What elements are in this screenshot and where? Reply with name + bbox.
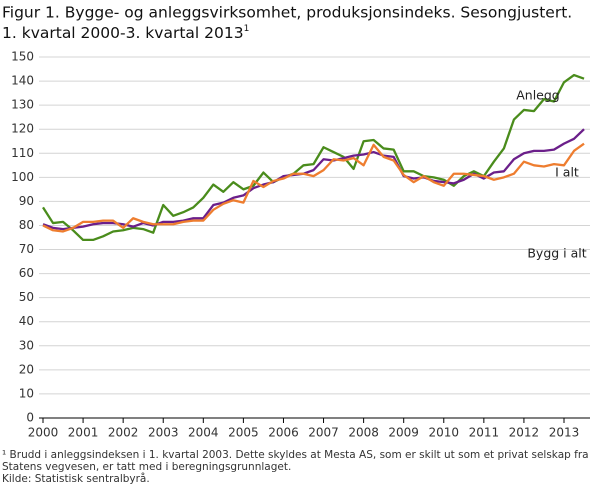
x-tick-label: 2003 [148, 426, 179, 440]
series-label: I alt [555, 165, 579, 180]
y-tick-label: 70 [19, 242, 34, 256]
y-tick-label: 60 [19, 266, 34, 280]
y-tick-label: 150 [11, 50, 34, 64]
x-tick-label: 2006 [268, 426, 299, 440]
y-tick-label: 40 [19, 314, 34, 328]
y-tick-label: 30 [19, 338, 34, 352]
x-tick-label: 2005 [228, 426, 259, 440]
x-tick-label: 2011 [469, 426, 500, 440]
footnote-mark: 1 [244, 24, 250, 34]
chart-title: 1. kvartal 2000-3. kvartal 20131 [2, 24, 249, 42]
x-tick-label: 2007 [308, 426, 339, 440]
y-tick-label: 110 [11, 146, 34, 160]
y-tick-label: 130 [11, 98, 34, 112]
x-tick-label: 2010 [428, 426, 459, 440]
y-tick-label: 0 [26, 411, 34, 425]
y-tick-label: 10 [19, 386, 34, 400]
y-tick-label: 50 [19, 290, 34, 304]
x-tick-label: 2004 [188, 426, 219, 440]
series-label: Bygg i alt [527, 246, 586, 261]
chart-title-line: 1. kvartal 2000-3. kvartal 2013 [2, 24, 244, 42]
x-tick-label: 2001 [68, 426, 99, 440]
y-tick-label: 80 [19, 218, 34, 232]
footnote: Kilde: Statistisk sentralbyrå. [2, 472, 150, 485]
chart-title: Figur 1. Bygge- og anleggsvirksomhet, pr… [2, 4, 572, 22]
footnote: ¹ Brudd i anleggsindeksen i 1. kvartal 2… [2, 449, 589, 461]
x-tick-label: 2012 [509, 426, 540, 440]
x-tick-label: 2002 [108, 426, 139, 440]
y-tick-label: 100 [11, 170, 34, 184]
footnote: Statens vegvesen, er tatt med i beregnin… [2, 461, 291, 473]
series-line [42, 142, 585, 233]
series-label: Anlegg [516, 88, 560, 103]
x-tick-label: 2013 [549, 426, 580, 440]
y-tick-label: 20 [19, 362, 34, 376]
x-tick-label: 2008 [348, 426, 379, 440]
series-line [42, 73, 585, 242]
x-tick-label: 2009 [388, 426, 419, 440]
y-tick-label: 140 [11, 74, 34, 88]
y-tick-label: 90 [19, 194, 34, 208]
x-tick-label: 2000 [28, 426, 59, 440]
y-tick-label: 120 [11, 122, 34, 136]
series-line [42, 128, 585, 231]
